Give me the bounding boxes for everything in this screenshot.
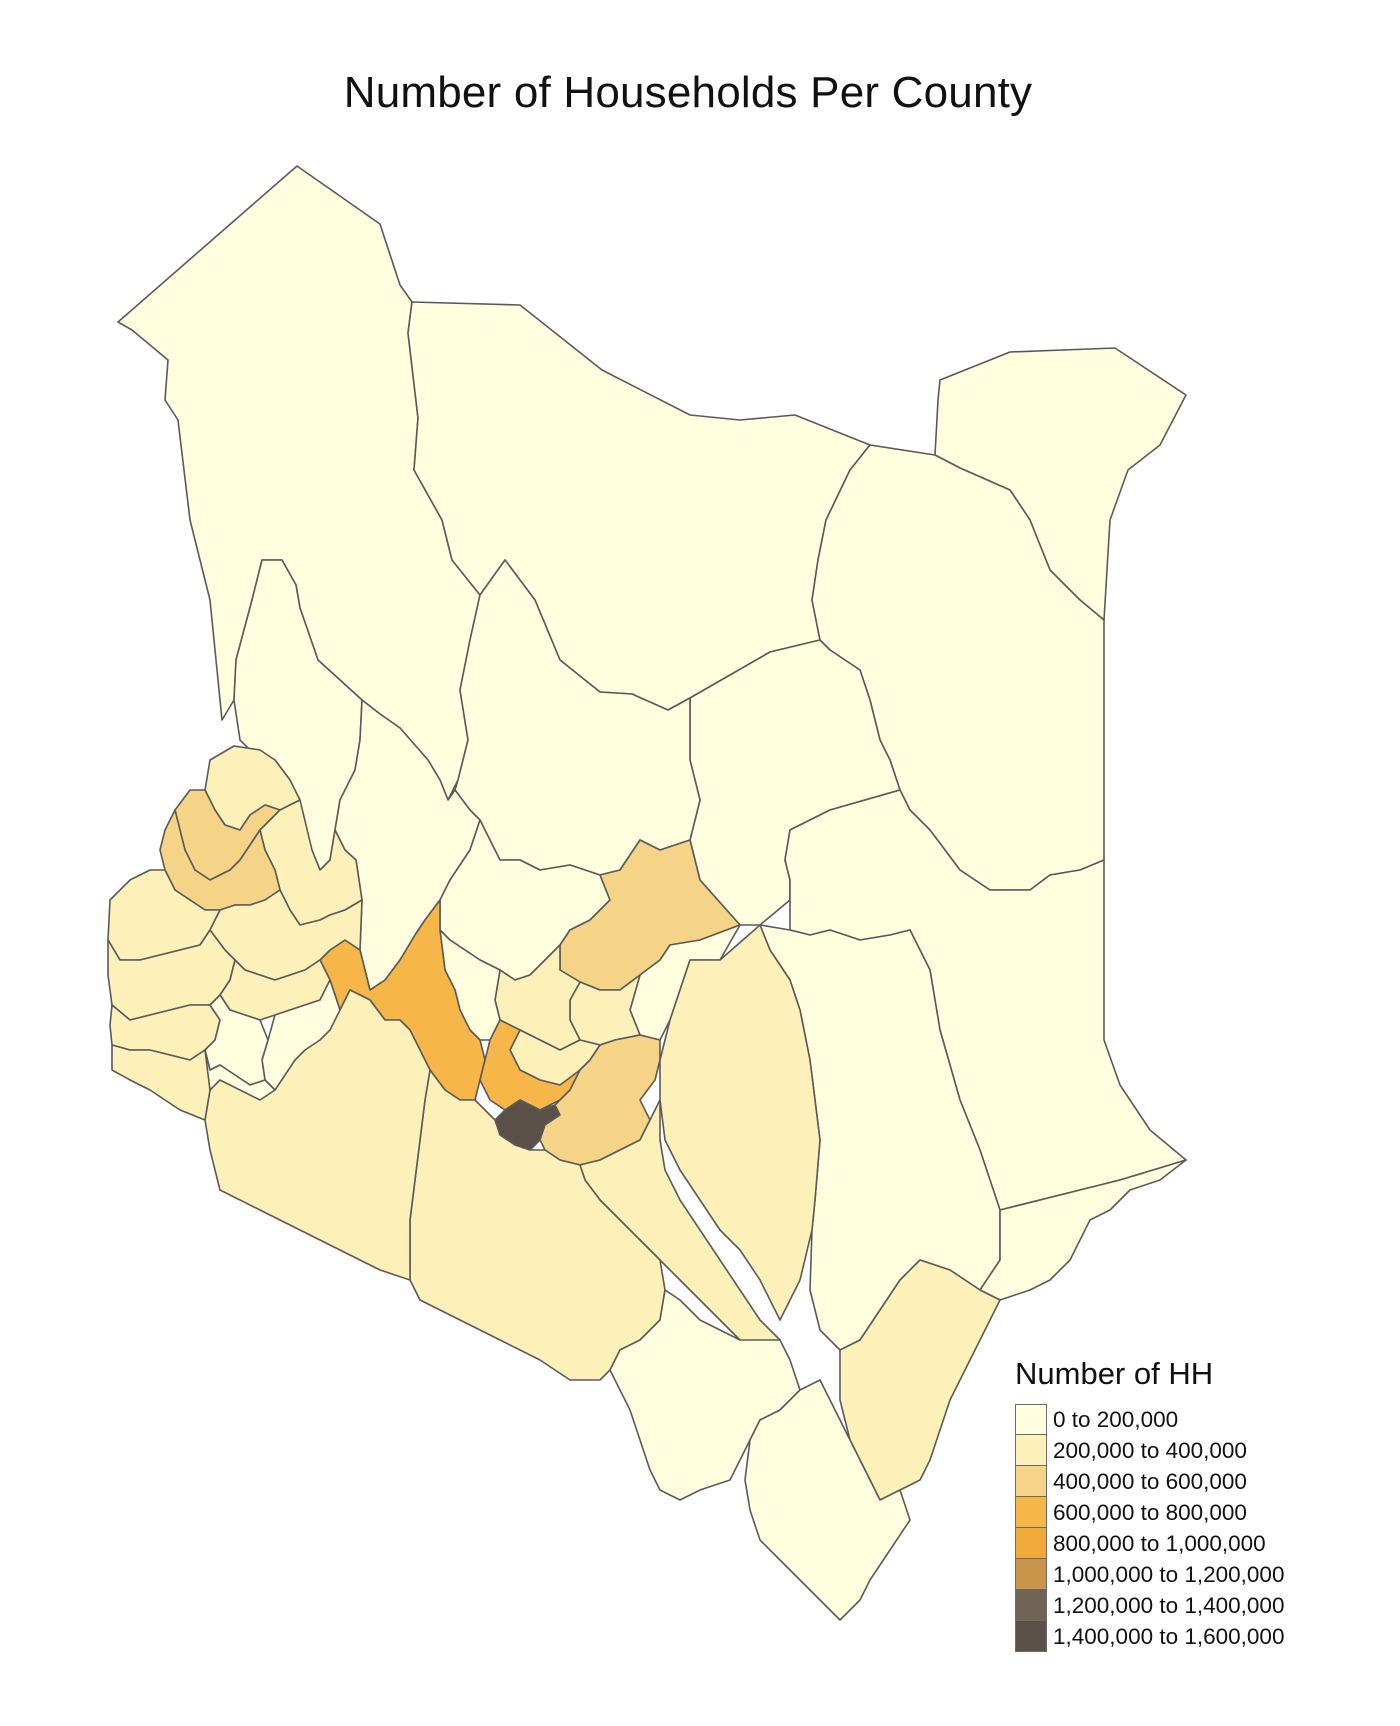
legend-swatch: [1015, 1621, 1047, 1652]
legend-swatch: [1015, 1466, 1047, 1497]
legend-label: 600,000 to 800,000: [1053, 1499, 1247, 1525]
legend-label: 400,000 to 600,000: [1053, 1468, 1247, 1494]
legend-label: 0 to 200,000: [1053, 1406, 1179, 1432]
legend-item: 400,000 to 600,000: [1015, 1466, 1284, 1497]
legend-swatch: [1015, 1590, 1047, 1621]
legend-label: 1,000,000 to 1,200,000: [1053, 1561, 1285, 1587]
legend-rows: 0 to 200,000 200,000 to 400,000 400,000 to…: [1015, 1404, 1284, 1652]
county-kitui: [659, 924, 821, 1321]
legend-item: 1,000,000 to 1,200,000: [1015, 1559, 1284, 1590]
legend-item: 1,400,000 to 1,600,000: [1015, 1621, 1284, 1652]
legend-label: 200,000 to 400,000: [1053, 1437, 1247, 1463]
legend-item: 800,000 to 1,000,000: [1015, 1528, 1284, 1559]
legend-swatch: [1015, 1559, 1047, 1590]
legend-swatch: [1015, 1404, 1047, 1435]
legend-item: 1,200,000 to 1,400,000: [1015, 1590, 1284, 1621]
map-title: Number of Households Per County: [343, 68, 1033, 117]
county-bomet: [204, 1049, 276, 1101]
legend-label: 800,000 to 1,000,000: [1053, 1530, 1266, 1556]
county-taita-taveta: [609, 1289, 801, 1501]
legend-title: Number of HH: [1015, 1356, 1214, 1391]
legend-item: 200,000 to 400,000: [1015, 1435, 1284, 1466]
legend-swatch: [1015, 1497, 1047, 1528]
legend-swatch: [1015, 1435, 1047, 1466]
legend: Number of HH 0 to 200,000 200,000 to 400,…: [1015, 1356, 1284, 1652]
legend-label: 1,400,000 to 1,600,000: [1053, 1623, 1285, 1649]
legend-item: 0 to 200,000: [1015, 1404, 1284, 1435]
legend-item: 600,000 to 800,000: [1015, 1497, 1284, 1528]
county-kwale: [744, 1379, 911, 1621]
county-migori: [111, 1044, 211, 1121]
legend-label: 1,200,000 to 1,400,000: [1053, 1592, 1285, 1618]
legend-swatch: [1015, 1528, 1047, 1559]
